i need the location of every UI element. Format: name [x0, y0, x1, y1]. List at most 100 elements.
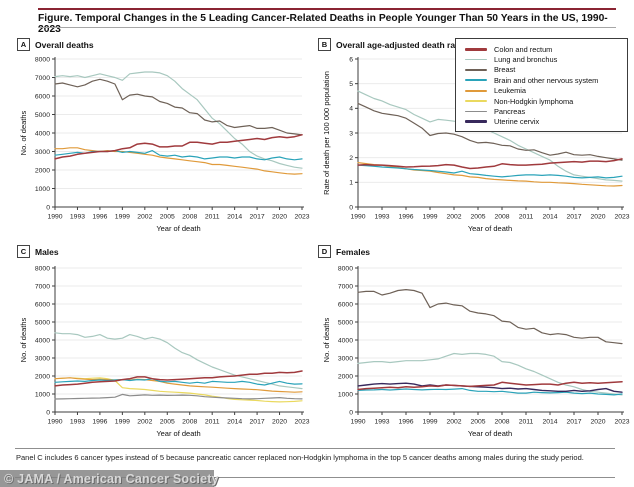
svg-text:2005: 2005: [470, 214, 485, 221]
panel-a-letter: A: [17, 38, 30, 51]
svg-text:7000: 7000: [35, 283, 50, 290]
chart-males: 0 1000 2000 3000 4000 5000 6000 7000 8000 1990 199…: [19, 265, 310, 438]
svg-text:1000: 1000: [35, 391, 50, 398]
svg-text:0: 0: [349, 204, 353, 211]
svg-text:2: 2: [349, 155, 353, 162]
svg-text:5: 5: [349, 81, 353, 88]
legend-swatch-lung: [465, 58, 487, 61]
svg-text:Year of death: Year of death: [156, 429, 200, 438]
svg-text:2000: 2000: [35, 167, 50, 174]
svg-text:2005: 2005: [470, 419, 485, 426]
svg-text:1990: 1990: [47, 419, 62, 426]
svg-text:2008: 2008: [494, 214, 509, 221]
svg-text:2008: 2008: [494, 419, 509, 426]
legend-label: Leukemia: [494, 86, 527, 96]
svg-text:2023: 2023: [294, 214, 309, 221]
svg-text:1993: 1993: [374, 214, 389, 221]
svg-text:2002: 2002: [446, 419, 461, 426]
svg-text:6: 6: [349, 56, 353, 63]
svg-text:1996: 1996: [92, 214, 107, 221]
svg-text:No. of deaths: No. of deaths: [322, 317, 331, 362]
svg-text:2017: 2017: [250, 214, 265, 221]
svg-text:Rate of death per 100 000 popu: Rate of death per 100 000 population: [322, 71, 331, 195]
panel-a-header: A Overall deaths: [17, 38, 94, 51]
svg-text:1: 1: [349, 180, 353, 187]
watermark-text: © JAMA / American Cancer Society: [4, 471, 219, 486]
chart-females: 0 1000 2000 3000 4000 5000 6000 7000 8000 1990 199…: [322, 265, 630, 438]
svg-text:0: 0: [46, 409, 50, 416]
svg-text:6000: 6000: [35, 93, 50, 100]
legend-label: Lung and bronchus: [494, 55, 558, 65]
legend-entry: Leukemia: [465, 86, 621, 96]
svg-text:1000: 1000: [35, 186, 50, 193]
legend-swatch-leukemia: [465, 89, 487, 92]
svg-text:4000: 4000: [338, 337, 353, 344]
svg-text:2020: 2020: [272, 419, 287, 426]
svg-text:2002: 2002: [137, 214, 152, 221]
panel-c-letter: C: [17, 245, 30, 258]
legend-label: Colon and rectum: [494, 44, 553, 54]
legend-label: Brain and other nervous system: [494, 75, 599, 85]
svg-text:2008: 2008: [182, 419, 197, 426]
svg-text:No. of deaths: No. of deaths: [19, 317, 28, 362]
svg-text:2014: 2014: [542, 419, 557, 426]
watermark-bar: © JAMA / American Cancer Society: [0, 470, 219, 487]
svg-text:6000: 6000: [35, 301, 50, 308]
legend-label: Breast: [494, 65, 516, 75]
svg-text:1000: 1000: [338, 391, 353, 398]
legend-swatch-breast: [465, 69, 487, 71]
legend-label: Pancreas: [494, 107, 526, 117]
svg-text:8000: 8000: [338, 265, 353, 272]
svg-text:8000: 8000: [35, 265, 50, 272]
legend-swatch-colon: [465, 47, 487, 51]
svg-text:2011: 2011: [205, 214, 220, 221]
svg-text:8000: 8000: [35, 56, 50, 63]
panel-c-title: Males: [35, 246, 59, 257]
svg-text:3000: 3000: [35, 355, 50, 362]
svg-text:4000: 4000: [35, 130, 50, 137]
figure-title-divider: [38, 27, 616, 28]
svg-text:3: 3: [349, 130, 353, 137]
svg-text:2005: 2005: [160, 214, 175, 221]
svg-text:4000: 4000: [35, 337, 50, 344]
svg-text:1990: 1990: [350, 214, 365, 221]
panel-d-letter: D: [318, 245, 331, 258]
svg-text:0: 0: [46, 204, 50, 211]
svg-text:2011: 2011: [519, 419, 534, 426]
legend-label: Uterine cervix: [494, 117, 540, 127]
svg-text:2000: 2000: [338, 373, 353, 380]
svg-text:2014: 2014: [542, 214, 557, 221]
figure-footnote: Panel C includes 6 cancer types instead …: [16, 453, 584, 462]
svg-text:1990: 1990: [47, 214, 62, 221]
svg-text:2011: 2011: [519, 214, 534, 221]
footnote-divider-top: [15, 448, 615, 449]
legend-swatch-pancreas: [465, 110, 487, 113]
svg-text:2023: 2023: [614, 419, 629, 426]
legend-entry: Colon and rectum: [465, 44, 621, 54]
svg-text:1999: 1999: [422, 214, 437, 221]
footnote-divider-bottom: [15, 477, 615, 478]
svg-text:3000: 3000: [35, 149, 50, 156]
svg-text:1990: 1990: [350, 419, 365, 426]
figure-title: Figure. Temporal Changes in the 5 Leadin…: [38, 13, 608, 35]
svg-text:2020: 2020: [590, 419, 605, 426]
svg-text:4: 4: [349, 106, 353, 113]
svg-text:No. of deaths: No. of deaths: [19, 110, 28, 155]
svg-text:1996: 1996: [92, 419, 107, 426]
panel-a-title: Overall deaths: [35, 39, 94, 50]
legend-label: Non-Hodgkin lymphoma: [494, 96, 574, 106]
legend-swatch-nhl: [465, 100, 487, 103]
svg-text:1996: 1996: [398, 419, 413, 426]
svg-text:2005: 2005: [160, 419, 175, 426]
svg-text:5000: 5000: [35, 319, 50, 326]
chart-age-adjusted-rate: 0 1 2 3 4 5 6 1990 1993 1996 1999 2002 2005 2008 2011 2…: [322, 56, 630, 233]
svg-text:5000: 5000: [35, 112, 50, 119]
svg-text:5000: 5000: [338, 319, 353, 326]
svg-text:7000: 7000: [338, 283, 353, 290]
svg-text:0: 0: [349, 409, 353, 416]
panel-b-header: B Overall age-adjusted death rate: [318, 38, 463, 51]
legend-entry: Lung and bronchus: [465, 54, 621, 64]
svg-text:Year of death: Year of death: [468, 429, 512, 438]
svg-text:1993: 1993: [374, 419, 389, 426]
legend-entry: Pancreas: [465, 106, 621, 116]
